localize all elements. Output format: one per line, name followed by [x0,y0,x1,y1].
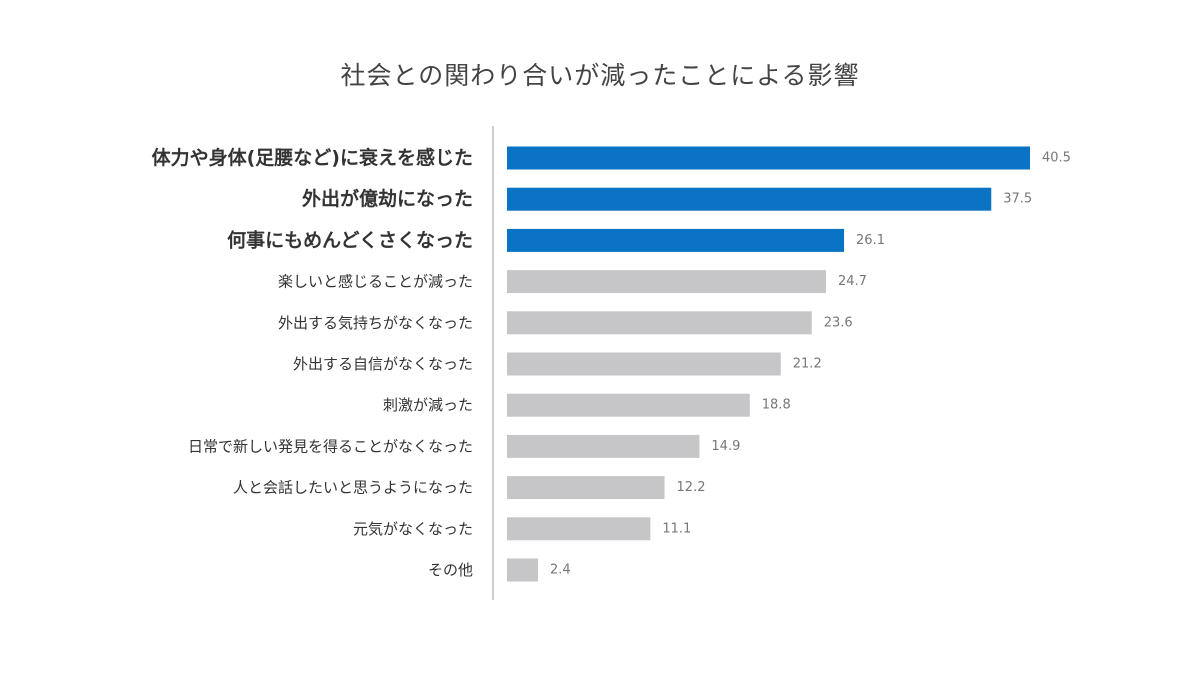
bar [507,187,992,211]
value-label: 2.4 [550,563,571,578]
value-label: 23.6 [824,315,853,330]
value-label: 21.2 [793,357,822,372]
bar [507,352,781,376]
value-label: 37.5 [1003,192,1032,207]
category-label: 人と会話したいと思うようになった [233,479,473,497]
bar [507,558,538,582]
category-label: 外出する気持ちがなくなった [278,314,473,332]
chart-title: 社会との関わり合いが減ったことによる影響 [340,61,860,90]
category-label: 元気がなくなった [353,520,473,538]
category-label: 刺激が減った [383,396,473,414]
value-label: 40.5 [1042,151,1071,166]
bar [507,476,665,500]
category-label: その他 [428,561,473,579]
category-label: 外出する自信がなくなった [293,355,473,373]
bar [507,517,651,541]
value-label: 14.9 [711,439,740,454]
value-label: 26.1 [856,233,885,248]
category-label: 外出が億劫になった [302,187,473,210]
category-label: 楽しいと感じることが減った [278,273,473,291]
bar [507,311,812,335]
bar [507,146,1030,170]
bar [507,270,826,294]
bar [507,228,845,252]
value-label: 18.8 [762,398,791,413]
category-label: 何事にもめんどくさくなった [227,228,473,251]
bar [507,393,750,417]
bar [507,434,700,458]
category-label: 日常で新しい発見を得ることがなくなった [188,437,473,455]
value-label: 11.1 [662,521,691,536]
value-label: 12.2 [677,480,706,495]
category-label: 体力や身体(足腰など)に衰えを感じた [152,146,473,169]
value-label: 24.7 [838,274,867,289]
